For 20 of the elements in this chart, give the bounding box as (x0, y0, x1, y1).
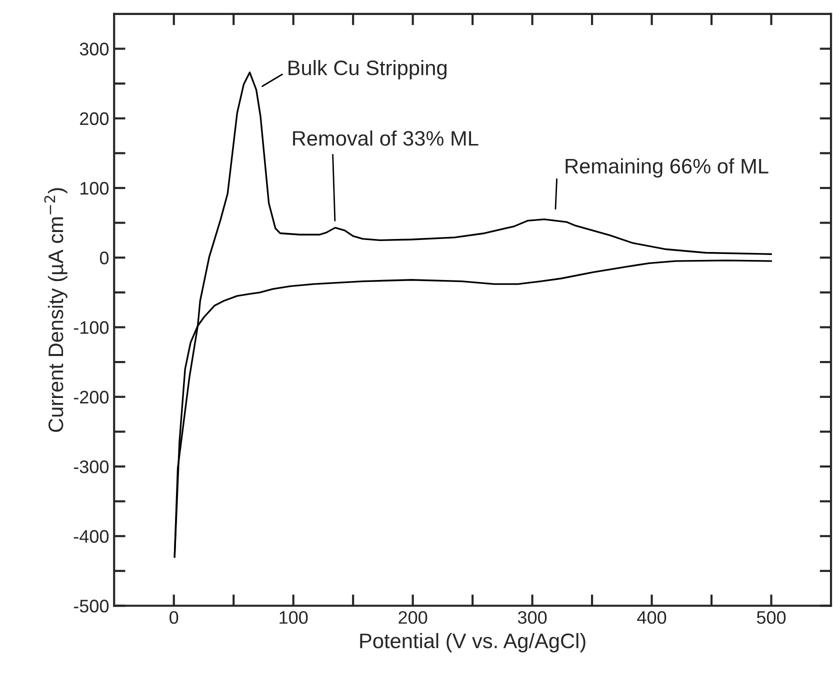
y-tick-label: -300 (74, 460, 109, 474)
x-axis-title: Potential (V vs. Ag/AgCl) (360, 632, 586, 652)
annotation: Removal of 33% ML (293, 130, 478, 146)
y-tick-label: -100 (74, 321, 109, 334)
x-tick-label: 100 (280, 611, 308, 624)
y-tick-label: 0 (100, 252, 109, 264)
y-tick-label: -400 (74, 530, 109, 543)
annotation: Remaining 66% of ML (566, 158, 768, 178)
y-tick-label: 200 (80, 112, 109, 126)
x-tick-label: 200 (398, 611, 428, 624)
annotation: Bulk Cu Stripping (288, 60, 446, 80)
y-axis-title: Current Density (µA cm$^{−2}$) (44, 188, 68, 432)
x-tick-label: 500 (756, 611, 786, 624)
x-tick-label: 0 (170, 611, 178, 624)
y-tick-label: -200 (74, 390, 109, 404)
x-tick-label: 400 (637, 611, 666, 624)
x-tick-label: 300 (518, 611, 547, 624)
y-tick-label: 300 (80, 42, 109, 56)
y-tick-label: 100 (80, 182, 109, 195)
y-tick-label: -500 (74, 600, 109, 612)
